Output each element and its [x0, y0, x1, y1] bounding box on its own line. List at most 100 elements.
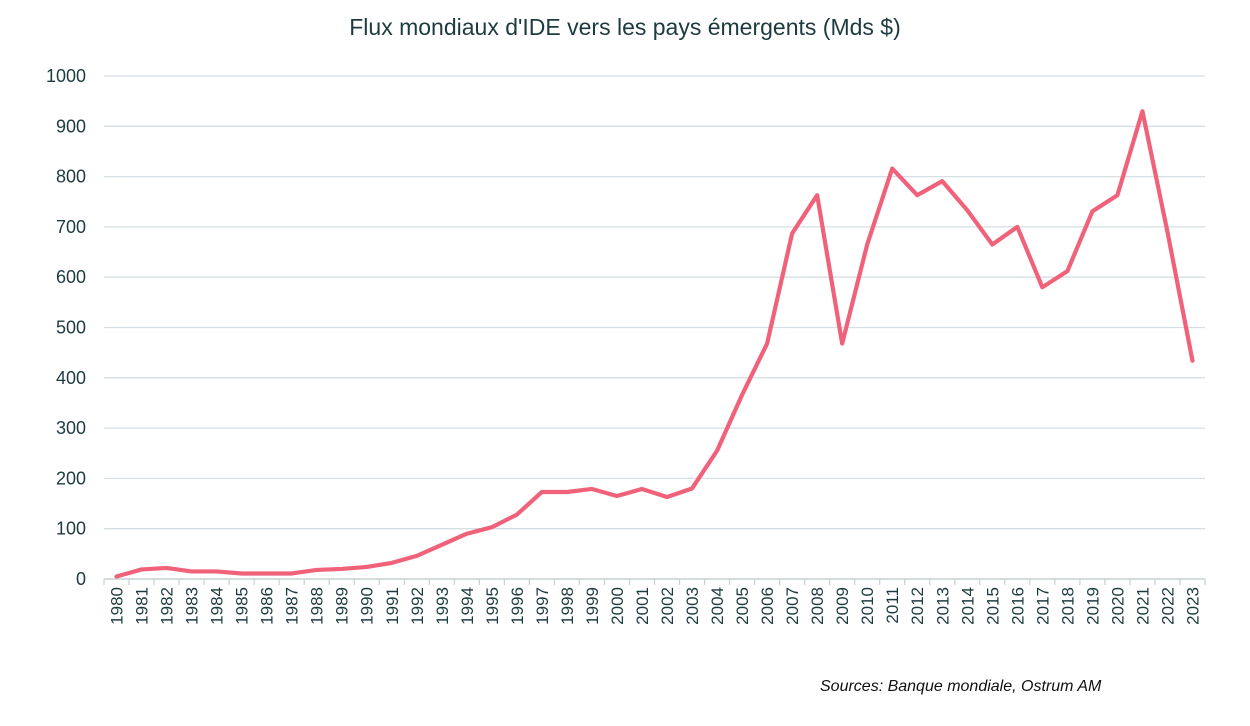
data-point — [890, 167, 894, 171]
data-point — [790, 231, 794, 235]
data-point — [865, 243, 869, 247]
x-tick-label: 2023 — [1183, 587, 1202, 625]
x-tick-label: 1980 — [108, 587, 127, 625]
x-tick-label: 1997 — [533, 587, 552, 625]
data-point — [240, 571, 244, 575]
data-point — [740, 393, 744, 397]
data-point — [665, 495, 669, 499]
x-tick-label: 1985 — [233, 587, 252, 625]
x-tick-label: 1999 — [583, 587, 602, 625]
y-tick-label: 300 — [56, 418, 86, 438]
x-tick-label: 1992 — [408, 587, 427, 625]
y-tick-label: 100 — [56, 519, 86, 539]
data-point — [615, 494, 619, 498]
data-point — [1015, 225, 1019, 229]
data-point — [365, 565, 369, 569]
chart-title: Flux mondiaux d'IDE vers les pays émerge… — [349, 14, 901, 40]
data-point — [915, 193, 919, 197]
data-point — [1040, 285, 1044, 289]
data-point — [515, 513, 519, 517]
data-point — [415, 554, 419, 558]
data-point — [440, 543, 444, 547]
x-tick-label: 2002 — [658, 587, 677, 625]
y-tick-label: 0 — [76, 569, 86, 589]
data-point — [940, 179, 944, 183]
data-point — [590, 487, 594, 491]
x-tick-label: 1988 — [308, 587, 327, 625]
data-point — [290, 571, 294, 575]
x-tick-label: 2009 — [833, 587, 852, 625]
y-tick-label: 900 — [56, 116, 86, 136]
x-tick-label: 2010 — [858, 587, 877, 625]
y-tick-label: 200 — [56, 468, 86, 488]
y-tick-label: 400 — [56, 368, 86, 388]
x-tick-label: 2012 — [908, 587, 927, 625]
data-point — [1090, 209, 1094, 213]
data-point — [340, 567, 344, 571]
x-tick-label: 1991 — [383, 587, 402, 625]
x-tick-label: 2007 — [783, 587, 802, 625]
x-tick-label: 2016 — [1008, 587, 1027, 625]
x-tick-label: 2019 — [1083, 587, 1102, 625]
x-tick-label: 1993 — [433, 587, 452, 625]
data-point — [640, 487, 644, 491]
data-point — [1065, 269, 1069, 273]
y-tick-label: 600 — [56, 267, 86, 287]
x-tick-label: 2020 — [1108, 587, 1127, 625]
x-tick-label: 1983 — [183, 587, 202, 625]
x-tick-label: 2006 — [758, 587, 777, 625]
x-tick-label: 2018 — [1058, 587, 1077, 625]
data-point — [765, 342, 769, 346]
x-tick-label: 2008 — [808, 587, 827, 625]
data-point — [565, 490, 569, 494]
y-tick-label: 500 — [56, 318, 86, 338]
data-point — [490, 525, 494, 529]
data-point — [965, 208, 969, 212]
x-tick-label: 1998 — [558, 587, 577, 625]
data-point — [690, 486, 694, 490]
data-point — [540, 490, 544, 494]
x-tick-label: 1996 — [508, 587, 527, 625]
x-tick-label: 1984 — [208, 587, 227, 625]
data-point — [1140, 109, 1144, 113]
data-point — [140, 567, 144, 571]
data-point — [215, 569, 219, 573]
x-tick-label: 1995 — [483, 587, 502, 625]
x-tick-label: 1982 — [158, 587, 177, 625]
y-tick-label: 800 — [56, 167, 86, 187]
data-point — [1190, 359, 1194, 363]
y-tick-label: 1000 — [46, 66, 86, 86]
x-tick-label: 1986 — [258, 587, 277, 625]
chart-source: Sources: Banque mondiale, Ostrum AM — [820, 678, 1102, 695]
x-tick-label: 1994 — [458, 587, 477, 625]
data-point — [190, 569, 194, 573]
x-tick-label: 2013 — [933, 587, 952, 625]
x-tick-label: 2001 — [633, 587, 652, 625]
x-tick-label: 1981 — [133, 587, 152, 625]
data-point — [265, 571, 269, 575]
series-line — [114, 109, 1195, 579]
x-tick-label: 2015 — [983, 587, 1002, 625]
data-point — [1165, 230, 1169, 234]
data-point — [465, 532, 469, 536]
x-tick-label: 2022 — [1158, 587, 1177, 625]
x-tick-label: 2000 — [608, 587, 627, 625]
x-tick-label: 2017 — [1033, 587, 1052, 625]
data-point — [165, 566, 169, 570]
x-tick-label: 2014 — [958, 587, 977, 625]
data-point — [1115, 193, 1119, 197]
data-point — [840, 342, 844, 346]
x-tick-label: 2021 — [1133, 587, 1152, 625]
data-point — [715, 449, 719, 453]
x-tick-label: 1989 — [333, 587, 352, 625]
x-tick-label: 2011 — [883, 587, 902, 624]
data-point — [115, 574, 119, 578]
x-tick-label: 1990 — [358, 587, 377, 625]
x-tick-label: 2004 — [708, 587, 727, 625]
x-tick-label: 1987 — [283, 587, 302, 625]
x-tick-label: 2003 — [683, 587, 702, 625]
data-point — [390, 561, 394, 565]
data-point — [990, 243, 994, 247]
